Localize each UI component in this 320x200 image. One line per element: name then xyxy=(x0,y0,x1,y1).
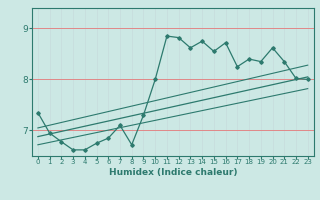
X-axis label: Humidex (Indice chaleur): Humidex (Indice chaleur) xyxy=(108,168,237,177)
